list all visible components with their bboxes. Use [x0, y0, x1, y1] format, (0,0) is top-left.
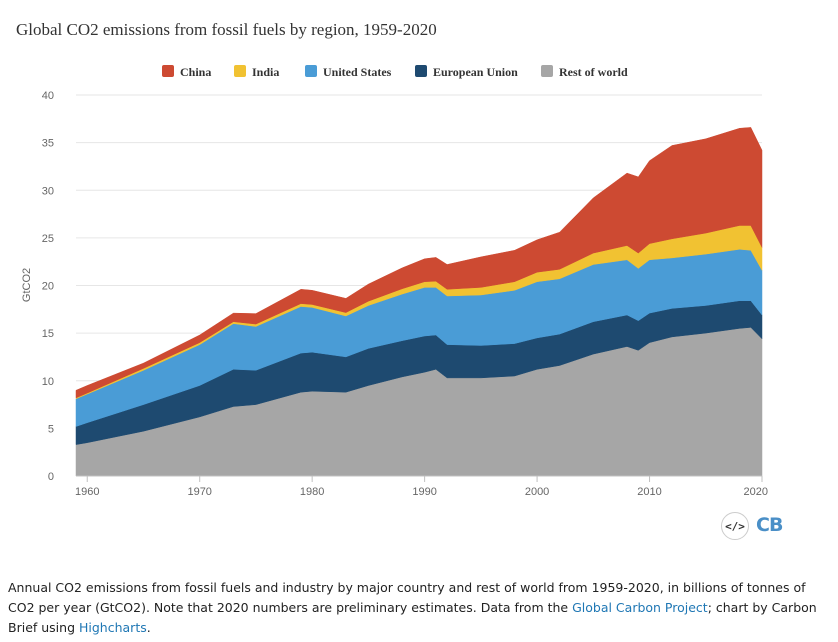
legend-item-india[interactable]: India: [234, 65, 279, 79]
area-china[interactable]: [75, 127, 763, 399]
x-tick-label: 2000: [525, 486, 549, 498]
legend-item-european-union[interactable]: European Union: [415, 65, 518, 79]
chart: China India United States European Union Res…: [21, 65, 768, 498]
y-tick-label: 20: [42, 281, 54, 293]
legend-label: India: [252, 65, 279, 79]
legend-swatch: [415, 65, 427, 77]
y-axis: 0 5 10 15 20 25 30 35 40: [42, 90, 54, 483]
y-tick-label: 40: [42, 90, 54, 102]
x-tick-label: 1960: [75, 486, 99, 498]
legend-item-rest-of-world[interactable]: Rest of world: [541, 65, 628, 79]
y-axis-title: GtCO2: [21, 268, 33, 302]
global-carbon-project-link[interactable]: Global Carbon Project: [572, 600, 708, 615]
legend-item-china[interactable]: China: [162, 65, 211, 79]
y-tick-label: 30: [42, 185, 54, 197]
chart-title: Global CO2 emissions from fossil fuels b…: [16, 20, 437, 39]
x-tick-label: 2020: [744, 486, 768, 498]
legend: China India United States European Union Res…: [162, 65, 628, 79]
legend-swatch: [305, 65, 317, 77]
y-tick-label: 10: [42, 376, 54, 388]
legend-label: United States: [323, 65, 392, 79]
legend-swatch: [162, 65, 174, 77]
x-tick-label: 1980: [300, 486, 324, 498]
y-tick-label: 25: [42, 233, 54, 245]
legend-label: Rest of world: [559, 65, 628, 79]
embed-code-button[interactable]: </>: [721, 512, 749, 540]
legend-label: China: [180, 65, 211, 79]
x-tick-label: 1990: [412, 486, 436, 498]
x-tick-label: 2010: [637, 486, 661, 498]
carbon-brief-logo[interactable]: CB: [756, 514, 783, 536]
x-axis: 1960 1970 1980 1990 2000 2010 2020: [75, 475, 768, 498]
y-tick-label: 35: [42, 138, 54, 150]
legend-label: European Union: [433, 65, 518, 79]
x-tick-label: 1970: [187, 486, 211, 498]
caption-text: ; chart by Carbon Brief using: [8, 600, 817, 635]
y-tick-label: 0: [48, 471, 54, 483]
caption-text: Annual CO2 emissions from fossil fuels a…: [8, 580, 806, 615]
highcharts-link[interactable]: Highcharts: [79, 620, 147, 635]
chart-caption: Annual CO2 emissions from fossil fuels a…: [8, 578, 830, 638]
legend-swatch: [234, 65, 246, 77]
stacked-areas: [75, 127, 763, 477]
caption-text: .: [146, 620, 151, 635]
y-tick-label: 5: [48, 423, 54, 435]
legend-item-united-states[interactable]: United States: [305, 65, 392, 79]
y-tick-label: 15: [42, 328, 54, 340]
legend-swatch: [541, 65, 553, 77]
